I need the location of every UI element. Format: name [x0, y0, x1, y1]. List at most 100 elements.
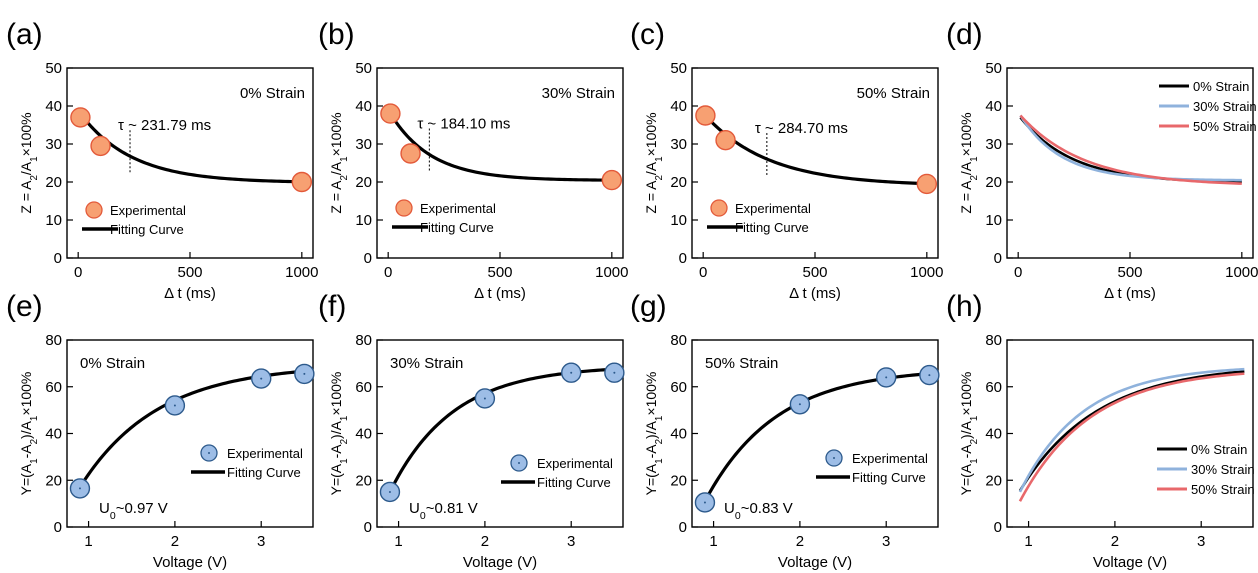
legend-label: 30% Strain [1193, 99, 1257, 114]
x-tick-label: 0 [1014, 264, 1022, 281]
y-tick-label: 0 [364, 250, 372, 267]
y-tick-label: 40 [45, 426, 62, 443]
legend-label: 0% Strain [1191, 442, 1247, 457]
x-tick-label: 1 [84, 533, 92, 550]
legend-label: Experimental [852, 451, 928, 466]
x-tick-label: 1000 [1225, 264, 1258, 281]
x-tick-label: 500 [487, 264, 512, 281]
x-tick-label: 1000 [595, 264, 628, 281]
y-tick-label: 20 [670, 174, 687, 191]
series-line [1018, 367, 1245, 493]
legend-label: Fitting Curve [420, 220, 494, 235]
data-point-center [173, 404, 176, 407]
data-point [715, 129, 736, 151]
y-tick-label: 0 [679, 519, 687, 536]
panel-e: (e) 1 2 3 0 20 40 60 80 Voltage (V) Y=(A1-A2)/A1×1… [6, 290, 315, 571]
y-axis-label: Z = A2/A1×100% [958, 112, 980, 213]
legend-label: Experimental [420, 201, 496, 216]
y-tick-label: 40 [670, 98, 687, 115]
y-tick-label: 0 [994, 250, 1002, 267]
y-tick-label: 10 [45, 212, 62, 229]
data-point-center [570, 371, 573, 374]
y-tick-label: 30 [355, 136, 372, 153]
y-tick-label: 30 [985, 136, 1002, 153]
y-axis-label: Y=(A1-A2)/A1×100% [18, 372, 40, 496]
y-tick-label: 20 [355, 472, 372, 489]
strain-annotation: 50% Strain [705, 355, 778, 372]
panel-d: (d) 0 500 1000 0 10 20 30 40 50 Δ t (ms) Z = A2/A1×… [946, 18, 1258, 302]
y-tick-label: 50 [670, 60, 687, 77]
data-point-center [483, 397, 486, 400]
y-tick-label: 40 [45, 98, 62, 115]
data-point-center [885, 376, 888, 379]
y-tick-label: 30 [45, 136, 62, 153]
u0-label: U0~0.81 V [409, 500, 478, 522]
data-point-center [703, 501, 706, 504]
x-tick-label: 2 [1111, 533, 1119, 550]
data-point-center [78, 487, 81, 490]
data-point-center [303, 372, 306, 375]
y-axis-label: Y=(A1-A2)/A1×100% [958, 372, 980, 496]
y-tick-label: 0 [679, 250, 687, 267]
x-axis-label: Δ t (ms) [1104, 285, 1156, 302]
panel-c: (c) 0 500 1000 0 10 20 30 40 50 Δ t (ms) Z = A2/A1×… [630, 18, 944, 302]
x-tick-label: 3 [882, 533, 890, 550]
x-tick-label: 3 [567, 533, 575, 550]
data-point [400, 143, 421, 164]
data-point [695, 105, 716, 126]
x-axis-label: Voltage (V) [153, 554, 227, 571]
y-tick-label: 80 [355, 332, 372, 349]
x-tick-label: 1 [709, 533, 717, 550]
x-tick-label: 2 [796, 533, 804, 550]
x-tick-label: 3 [257, 533, 265, 550]
y-tick-label: 40 [355, 426, 372, 443]
data-point [70, 107, 91, 128]
u0-label: U0~0.97 V [99, 500, 168, 522]
data-point-center [388, 490, 391, 493]
y-axis-label: Z = A2/A1×100% [18, 112, 40, 213]
y-tick-label: 0 [54, 519, 62, 536]
legend-label: Fitting Curve [227, 465, 301, 480]
x-axis-label: Δ t (ms) [789, 285, 841, 302]
y-axis-label: Y=(A1-A2)/A1×100% [328, 372, 350, 496]
y-tick-label: 50 [355, 60, 372, 77]
panel-label: (d) [946, 18, 983, 51]
panel-label: (g) [630, 290, 667, 323]
data-point [601, 169, 623, 191]
series-line [1019, 114, 1242, 182]
y-tick-label: 20 [355, 174, 372, 191]
x-tick-label: 2 [171, 533, 179, 550]
strain-annotation: 0% Strain [80, 355, 145, 372]
fit-curve [389, 112, 612, 182]
data-point-center [613, 371, 616, 374]
x-tick-label: 1 [394, 533, 402, 550]
panel-b: (b) 0 500 1000 0 10 20 30 40 50 Δ t (ms) Z = A2/A1×… [318, 18, 629, 302]
legend-label: 30% Strain [1191, 462, 1255, 477]
panel-a: (a) 0 500 1000 0 10 20 30 40 50 Δ t (ms) Z = A2/A1×… [6, 18, 319, 302]
plot-frame [1006, 339, 1254, 528]
y-tick-label: 0 [364, 519, 372, 536]
x-axis-label: Δ t (ms) [474, 285, 526, 302]
fit-curve [79, 112, 302, 184]
y-tick-label: 10 [985, 212, 1002, 229]
legend-label: Experimental [227, 446, 303, 461]
x-tick-label: 500 [177, 264, 202, 281]
panel-label: (a) [6, 18, 43, 51]
y-tick-label: 60 [45, 379, 62, 396]
u0-label: U0~0.83 V [724, 500, 793, 522]
series-line [1018, 372, 1245, 502]
panel-h: (h) 1 2 3 0 20 40 60 80 Voltage (V) Y=(A1-A2)/A1×1… [946, 290, 1255, 571]
legend-marker-center [208, 452, 210, 454]
panel-label: (e) [6, 290, 43, 323]
x-tick-label: 0 [699, 264, 707, 281]
legend-label: Fitting Curve [537, 475, 611, 490]
tau-label: τ ~ 184.10 ms [417, 116, 510, 133]
y-tick-label: 0 [994, 519, 1002, 536]
tau-label: τ ~ 231.79 ms [118, 117, 211, 134]
panel-label: (h) [946, 290, 983, 323]
legend-label: Experimental [735, 201, 811, 216]
legend-label: Fitting Curve [852, 470, 926, 485]
tau-label: τ ~ 284.70 ms [755, 120, 848, 137]
y-tick-label: 40 [985, 426, 1002, 443]
